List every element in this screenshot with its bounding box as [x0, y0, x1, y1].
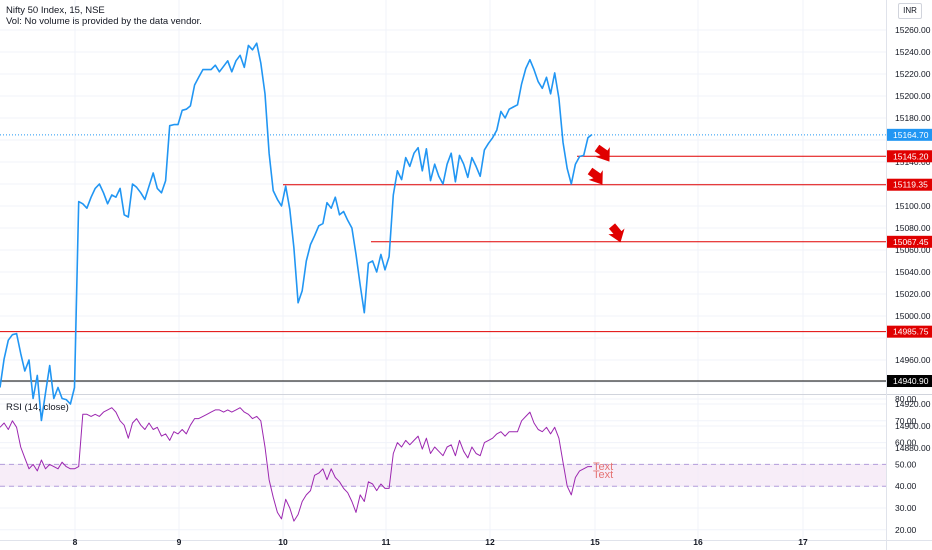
price-tag-box	[887, 150, 932, 163]
rsi-axis-label: 20.00	[895, 525, 917, 535]
price-axis-label: 15060.00	[895, 245, 931, 255]
rsi-indicator-title[interactable]: RSI (14, close)	[6, 402, 69, 413]
annotation-text[interactable]: Text	[593, 461, 613, 473]
rsi-axis-label: 40.00	[895, 481, 917, 491]
time-axis-label: 11	[382, 537, 391, 547]
chart-title: Nifty 50 Index, 15, NSE	[6, 5, 105, 16]
down-arrow-icon[interactable]	[606, 221, 630, 245]
price-axis-label: 15040.00	[895, 267, 931, 277]
price-tags: 15145.20 15119.35 15067.45 14985.75 14940.90…	[887, 128, 932, 388]
price-tag-label: 15119.35	[893, 180, 928, 190]
price-tag-label: 15145.20	[893, 151, 929, 161]
price-axis-ticks: 15260.00 15240.00 15220.00 15200.00 15180.00…	[895, 25, 931, 453]
chart-grid	[0, 0, 886, 540]
time-axis-label: 15	[590, 537, 600, 547]
price-axis-label: 15200.00	[895, 91, 931, 101]
rsi-band	[0, 463, 886, 487]
rsi-axis-label: 30.00	[895, 503, 917, 513]
time-axis-label: 10	[278, 537, 288, 547]
rsi-band-fill	[0, 464, 886, 487]
price-tag-label: 15067.45	[893, 237, 929, 247]
price-axis-label: 15080.00	[895, 223, 931, 233]
price-tag-box	[887, 235, 932, 248]
down-arrow-icon[interactable]	[585, 164, 609, 187]
volume-note: Vol: No volume is provided by the data v…	[6, 16, 202, 27]
price-axis-label: 15020.00	[895, 289, 931, 299]
rsi-axis-label: 50.00	[895, 459, 917, 469]
price-axis-label: 15000.00	[895, 311, 931, 321]
price-axis-label: 14900.00	[895, 421, 931, 431]
rsi-axis-label: 70.00	[895, 416, 917, 426]
price-axis-label: 15180.00	[895, 113, 931, 123]
price-series	[0, 42, 593, 422]
rsi-series	[0, 407, 592, 522]
price-tag-box	[887, 375, 932, 388]
time-axis-label: 17	[798, 537, 808, 547]
time-axis-label: 8	[73, 537, 78, 547]
price-axis-label: 15100.00	[895, 201, 931, 211]
price-axis-label: 14920.00	[895, 399, 931, 409]
price-tag-label: 15164.70	[893, 130, 929, 140]
rsi-axis-label: 60.00	[895, 438, 917, 448]
horizontal-levels[interactable]	[0, 134, 886, 382]
price-axis-label: 15220.00	[895, 69, 931, 79]
currency-button[interactable]: INR	[898, 3, 922, 19]
price-tag-box	[887, 325, 932, 338]
price-tag-box	[887, 128, 932, 141]
time-axis-label: 9	[177, 537, 182, 547]
price-axis-label: 14960.00	[895, 355, 931, 365]
price-line	[0, 42, 593, 422]
down-arrow-icon[interactable]	[592, 141, 616, 164]
price-tag-box	[887, 178, 932, 191]
time-axis-label: 12	[485, 537, 495, 547]
price-tag-label: 14940.90	[893, 376, 929, 386]
time-axis-label: 16	[693, 537, 703, 547]
price-axis-label: 14880.00	[895, 443, 931, 453]
price-axis-label: 15240.00	[895, 47, 931, 57]
annotation-text[interactable]: Text	[593, 469, 613, 481]
rsi-axis-ticks: 80.00 70.00 60.00 50.00 40.00 30.00 20.00	[895, 394, 917, 535]
time-axis-ticks: 8 9 10 11 12 15 16 17	[73, 537, 808, 547]
rsi-axis-label: 80.00	[895, 394, 917, 404]
rsi-line	[0, 407, 592, 522]
down-arrows[interactable]	[585, 141, 629, 244]
price-axis-label: 15260.00	[895, 25, 931, 35]
price-tag-label: 14985.75	[893, 327, 929, 337]
rsi-annotations: Text Text	[593, 461, 613, 481]
